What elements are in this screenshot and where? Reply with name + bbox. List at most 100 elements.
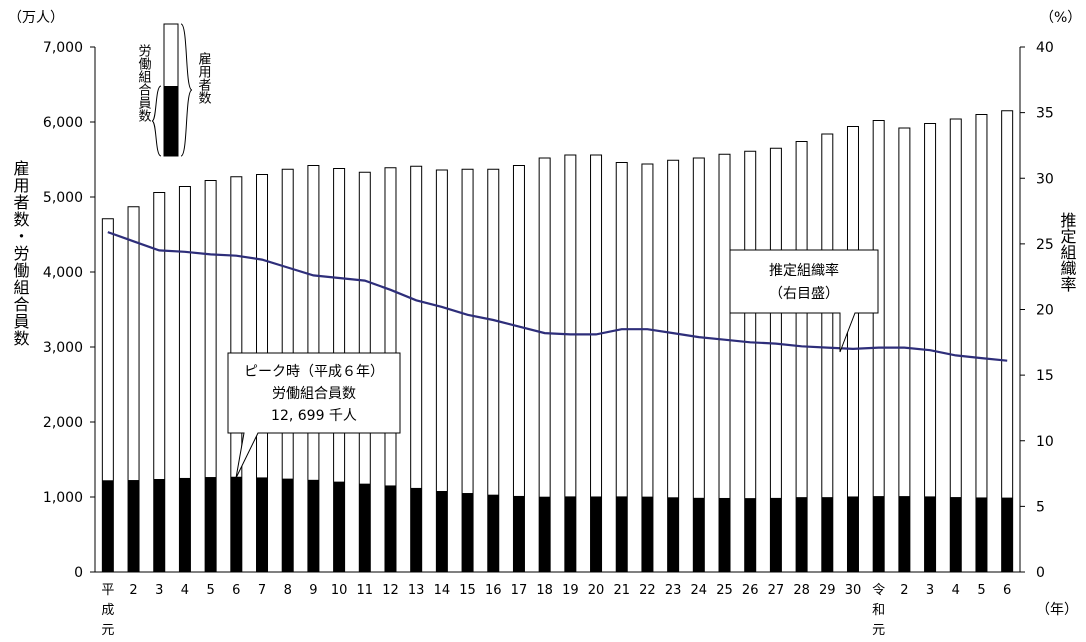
union-members-bar — [950, 497, 962, 572]
union-members-bar — [590, 496, 602, 572]
rate-line — [107, 231, 1008, 362]
x-tick-label: 4 — [952, 583, 960, 598]
left-tick-label: 0 — [74, 565, 83, 581]
x-tick-label: 5 — [977, 583, 985, 598]
x-tick-label: 7 — [258, 583, 266, 598]
right-tick-label: 35 — [1036, 106, 1054, 122]
x-tick-label: 26 — [742, 583, 759, 598]
left-tick-label: 1,000 — [43, 490, 83, 506]
x-tick-label: 令和元 — [872, 583, 885, 638]
x-tick-label: 17 — [511, 583, 528, 598]
x-tick-label: 2 — [900, 583, 908, 598]
peak-callout-line-3: 12, 699 千人 — [271, 408, 357, 424]
union-members-bar — [539, 496, 551, 572]
right-tick-label: 30 — [1036, 171, 1054, 187]
union-members-bar — [410, 487, 422, 572]
left-tick-label: 4,000 — [43, 265, 83, 281]
union-members-bar — [205, 477, 217, 572]
x-tick-label: 12 — [382, 583, 399, 598]
union-members-bar — [333, 481, 345, 572]
rate-callout: 推定組織率 （右目盛） — [729, 249, 879, 353]
rate-callout-box — [729, 249, 879, 353]
right-tick-label: 40 — [1036, 40, 1054, 56]
union-members-bar — [307, 479, 319, 572]
union-members-bar — [384, 485, 396, 572]
x-tick-label: 9 — [309, 583, 317, 598]
union-members-bar — [282, 478, 294, 572]
union-members-bar — [102, 480, 114, 572]
x-tick-label: 20 — [588, 583, 605, 598]
right-tick-label: 5 — [1036, 499, 1045, 515]
legend-brace-right — [180, 23, 193, 157]
peak-callout: ピーク時（平成６年） 労働組合員数 12, 699 千人 — [227, 352, 401, 479]
union-members-bar — [564, 496, 576, 572]
x-tick-label: 28 — [793, 583, 810, 598]
right-tick-label: 20 — [1036, 303, 1054, 319]
union-members-bar — [128, 480, 140, 572]
x-tick-label: 14 — [434, 583, 451, 598]
union-members-bar — [873, 496, 885, 572]
x-tick-label: 23 — [665, 583, 682, 598]
x-tick-label: 5 — [206, 583, 214, 598]
union-members-bar — [616, 496, 628, 572]
x-tick-label: 16 — [485, 583, 502, 598]
union-members-bar — [898, 496, 910, 572]
right-tick-group: 0 5 10 15 20 25 30 35 40 — [1020, 40, 1054, 581]
x-tick-label: 21 — [613, 583, 630, 598]
left-tick-label: 5,000 — [43, 190, 83, 206]
x-tick-label: 4 — [181, 583, 189, 598]
union-members-bar — [796, 497, 808, 572]
union-members-bar — [719, 497, 731, 572]
union-members-bar — [359, 483, 371, 572]
union-members-bar — [462, 493, 474, 572]
x-tick-label: 24 — [691, 583, 708, 598]
union-members-bar — [924, 496, 936, 572]
union-members-bar — [821, 497, 833, 572]
x-tick-label: 18 — [536, 583, 553, 598]
right-unit-label: （%） — [1040, 10, 1081, 26]
union-members-bar — [256, 477, 268, 572]
left-tick-label: 6,000 — [43, 115, 83, 131]
union-members-bar — [436, 491, 448, 572]
legend-label-union: 労働組合員数 — [136, 44, 152, 122]
peak-callout-box — [227, 352, 401, 479]
x-tick-label: 6 — [232, 583, 240, 598]
y-axis-left-title: 雇用者数・労働組合員数 — [11, 160, 30, 347]
x-tick-label: 29 — [819, 583, 836, 598]
left-tick-label: 3,000 — [43, 340, 83, 356]
union-members-bar — [744, 498, 756, 572]
rate-callout-line-2: （右目盛） — [769, 286, 839, 302]
union-members-bar — [770, 497, 782, 572]
left-unit-label: （万人） — [8, 10, 64, 26]
union-members-bar — [179, 477, 191, 572]
union-members-bar — [847, 496, 859, 572]
rate-callout-line-1: 推定組織率 — [769, 262, 839, 279]
union-members-bar — [230, 476, 242, 572]
right-tick-label: 25 — [1036, 237, 1054, 253]
legend: 労働組合員数 雇用者数 — [136, 23, 212, 157]
union-members-bar — [487, 494, 499, 572]
y-axis-right-title: 推定組織率 — [1058, 212, 1077, 292]
union-members-bar — [693, 497, 705, 572]
x-tick-label: 27 — [768, 583, 785, 598]
union-members-bar — [1001, 497, 1013, 572]
union-members-bar — [975, 497, 987, 572]
union-members-bar — [641, 496, 653, 572]
right-tick-label: 0 — [1036, 565, 1045, 581]
legend-bar-filled — [164, 86, 178, 156]
x-tick-label: 13 — [408, 583, 425, 598]
union-members-bar — [513, 495, 525, 572]
union-members-bar — [667, 497, 679, 572]
left-tick-group: 0 1,000 2,000 3,000 4,000 5,000 6,000 7,000 — [43, 40, 95, 581]
x-tick-label: 15 — [459, 583, 476, 598]
x-tick-label: 3 — [926, 583, 934, 598]
x-axis-unit-label: （年） — [1036, 602, 1078, 618]
peak-callout-line-1: ピーク時（平成６年） — [244, 364, 384, 380]
x-tick-label: 10 — [331, 583, 348, 598]
right-tick-label: 15 — [1036, 368, 1054, 384]
legend-label-employees: 雇用者数 — [196, 51, 212, 104]
x-tick-label: 11 — [357, 583, 374, 598]
union-members-bar — [153, 479, 165, 572]
